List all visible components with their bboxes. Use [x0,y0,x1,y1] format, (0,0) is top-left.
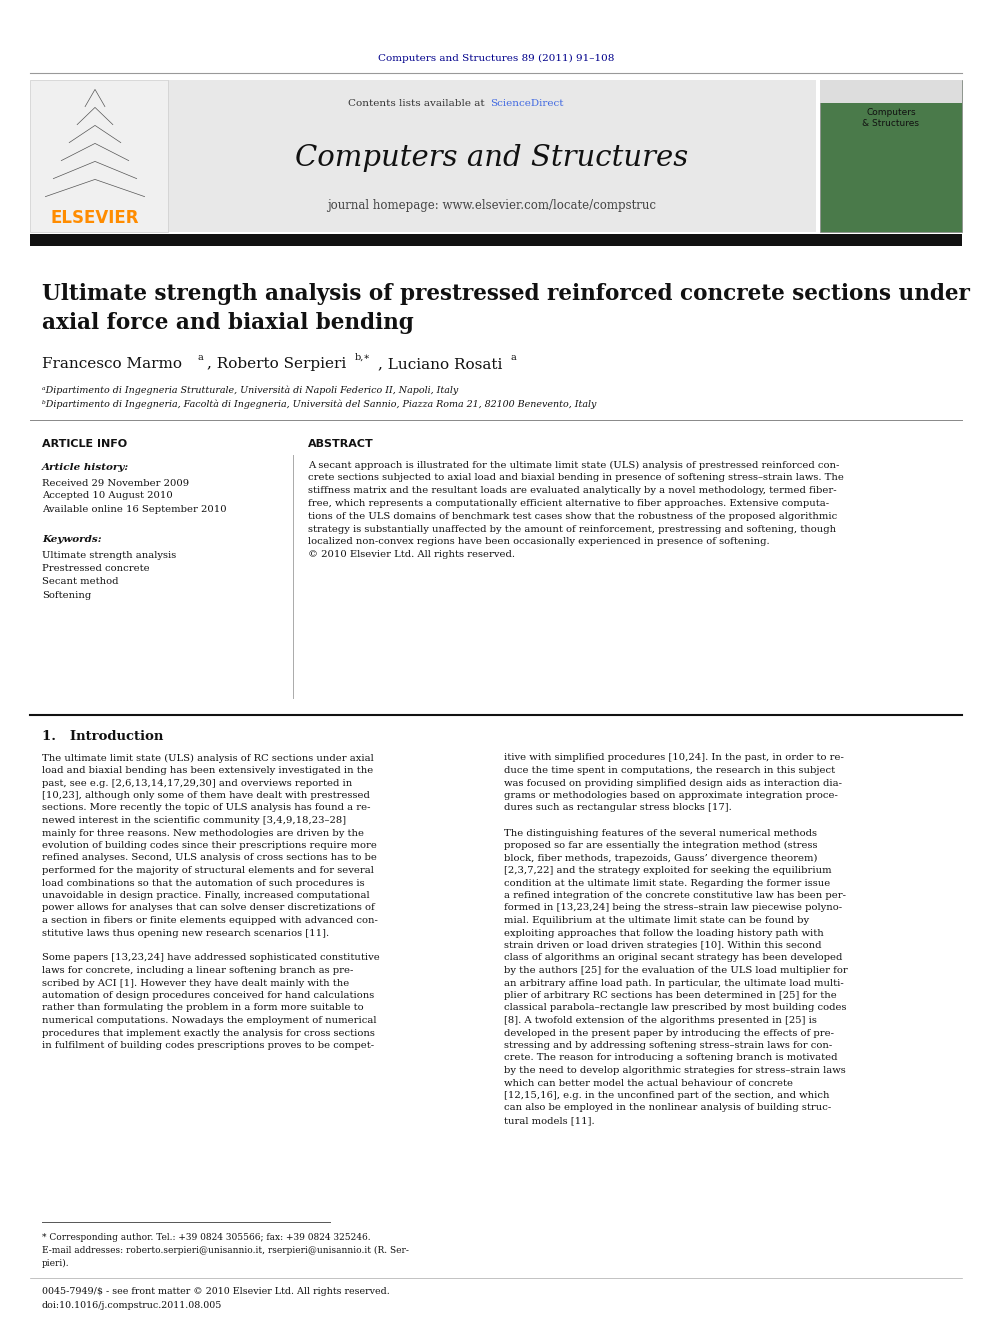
Text: load combinations so that the automation of such procedures is: load combinations so that the automation… [42,878,365,888]
Text: ScienceDirect: ScienceDirect [490,98,563,107]
Text: numerical computations. Nowadays the employment of numerical: numerical computations. Nowadays the emp… [42,1016,377,1025]
Text: [10,23], although only some of them have dealt with prestressed: [10,23], although only some of them have… [42,791,370,800]
Bar [30,79,168,232]
Text: The ultimate limit state (ULS) analysis of RC sections under axial: The ultimate limit state (ULS) analysis … [42,753,374,762]
Text: tions of the ULS domains of benchmark test cases show that the robustness of the: tions of the ULS domains of benchmark te… [308,512,837,521]
Text: Article history:: Article history: [42,463,129,472]
Text: Computers and Structures 89 (2011) 91–108: Computers and Structures 89 (2011) 91–10… [378,53,614,62]
Text: stiffness matrix and the resultant loads are evaluated analytically by a novel m: stiffness matrix and the resultant loads… [308,486,836,495]
Text: by the need to develop algorithmic strategies for stress–strain laws: by the need to develop algorithmic strat… [504,1066,846,1076]
Text: strategy is substantially unaffected by the amount of reinforcement, prestressin: strategy is substantially unaffected by … [308,524,836,533]
Text: Ultimate strength analysis of prestressed reinforced concrete sections under: Ultimate strength analysis of prestresse… [42,283,970,306]
Text: by the authors [25] for the evaluation of the ULS load multiplier for: by the authors [25] for the evaluation o… [504,966,848,975]
Text: crete sections subjected to axial load and biaxial bending in presence of soften: crete sections subjected to axial load a… [308,474,844,483]
Text: rather than formulating the problem in a form more suitable to: rather than formulating the problem in a… [42,1004,364,1012]
Text: plier of arbitrary RC sections has been determined in [25] for the: plier of arbitrary RC sections has been … [504,991,836,1000]
Text: sections. More recently the topic of ULS analysis has found a re-: sections. More recently the topic of ULS… [42,803,370,812]
Text: past, see e.g. [2,6,13,14,17,29,30] and overviews reported in: past, see e.g. [2,6,13,14,17,29,30] and … [42,778,352,787]
Text: A secant approach is illustrated for the ultimate limit state (ULS) analysis of : A secant approach is illustrated for the… [308,460,839,470]
Text: Francesco Marmo: Francesco Marmo [42,357,182,370]
Text: itive with simplified procedures [10,24]. In the past, in order to re-: itive with simplified procedures [10,24]… [504,754,844,762]
Text: [12,15,16], e.g. in the unconfined part of the section, and which: [12,15,16], e.g. in the unconfined part … [504,1091,829,1099]
Text: which can better model the actual behaviour of concrete: which can better model the actual behavi… [504,1078,793,1088]
Text: evolution of building codes since their prescriptions require more: evolution of building codes since their … [42,841,377,849]
Text: was focused on providing simplified design aids as interaction dia-: was focused on providing simplified desi… [504,778,842,787]
Text: journal homepage: www.elsevier.com/locate/compstruc: journal homepage: www.elsevier.com/locat… [327,198,657,212]
Text: stitutive laws thus opening new research scenarios [11].: stitutive laws thus opening new research… [42,929,329,938]
Text: can also be employed in the nonlinear analysis of building struc-: can also be employed in the nonlinear an… [504,1103,831,1113]
Text: stressing and by addressing softening stress–strain laws for con-: stressing and by addressing softening st… [504,1041,832,1050]
Text: load and biaxial bending has been extensively investigated in the: load and biaxial bending has been extens… [42,766,373,775]
Text: block, fiber methods, trapezoids, Gauss’ divergence theorem): block, fiber methods, trapezoids, Gauss’… [504,853,817,863]
Text: b,∗: b,∗ [355,353,371,363]
Text: pieri).: pieri). [42,1258,69,1267]
Text: scribed by ACI [1]. However they have dealt mainly with the: scribed by ACI [1]. However they have de… [42,979,349,987]
Text: unavoidable in design practice. Finally, increased computational: unavoidable in design practice. Finally,… [42,890,370,900]
Text: mial. Equilibrium at the ultimate limit state can be found by: mial. Equilibrium at the ultimate limit … [504,916,809,925]
Text: 1.   Introduction: 1. Introduction [42,729,164,742]
Text: a: a [510,353,516,363]
Text: laws for concrete, including a linear softening branch as pre-: laws for concrete, including a linear so… [42,966,353,975]
Text: E-mail addresses: roberto.serpieri@unisannio.it, rserpieri@unisannio.it (R. Ser-: E-mail addresses: roberto.serpieri@unisa… [42,1245,409,1254]
Text: in fulfilment of building codes prescriptions proves to be compet-: in fulfilment of building codes prescrip… [42,1041,374,1050]
Text: [8]. A twofold extension of the algorithms presented in [25] is: [8]. A twofold extension of the algorith… [504,1016,816,1025]
Text: Computers and Structures: Computers and Structures [296,144,688,172]
Text: procedures that implement exactly the analysis for cross sections: procedures that implement exactly the an… [42,1028,375,1037]
Text: a refined integration of the concrete constitutive law has been per-: a refined integration of the concrete co… [504,890,846,900]
Text: axial force and biaxial bending: axial force and biaxial bending [42,312,414,333]
Text: Some papers [13,23,24] have addressed sophisticated constitutive: Some papers [13,23,24] have addressed so… [42,954,380,963]
Text: tural models [11].: tural models [11]. [504,1117,594,1125]
Text: Secant method: Secant method [42,578,118,586]
Bar [820,79,962,232]
Text: newed interest in the scientific community [3,4,9,18,23–28]: newed interest in the scientific communi… [42,816,346,826]
Text: power allows for analyses that can solve denser discretizations of: power allows for analyses that can solve… [42,904,375,913]
Text: automation of design procedures conceived for hand calculations: automation of design procedures conceive… [42,991,374,1000]
Text: localized non-convex regions have been occasionally experienced in presence of s: localized non-convex regions have been o… [308,537,770,546]
Text: Accepted 10 August 2010: Accepted 10 August 2010 [42,492,173,500]
Text: The distinguishing features of the several numerical methods: The distinguishing features of the sever… [504,828,817,837]
Text: [2,3,7,22] and the strategy exploited for seeking the equilibrium: [2,3,7,22] and the strategy exploited fo… [504,867,831,875]
Text: Available online 16 September 2010: Available online 16 September 2010 [42,504,226,513]
Text: © 2010 Elsevier Ltd. All rights reserved.: © 2010 Elsevier Ltd. All rights reserved… [308,550,515,560]
Text: ᵇDipartimento di Ingegneria, Facoltà di Ingegneria, Università del Sannio, Piazz: ᵇDipartimento di Ingegneria, Facoltà di … [42,400,596,409]
Bar [820,79,962,103]
Text: Contents lists available at: Contents lists available at [348,98,488,107]
Text: performed for the majority of structural elements and for several: performed for the majority of structural… [42,867,374,875]
Bar [168,79,816,232]
Text: ARTICLE INFO: ARTICLE INFO [42,439,127,448]
Text: * Corresponding author. Tel.: +39 0824 305566; fax: +39 0824 325246.: * Corresponding author. Tel.: +39 0824 3… [42,1233,371,1241]
Text: Softening: Softening [42,591,91,601]
Text: dures such as rectangular stress blocks [17].: dures such as rectangular stress blocks … [504,803,732,812]
Text: developed in the present paper by introducing the effects of pre-: developed in the present paper by introd… [504,1028,834,1037]
Text: ABSTRACT: ABSTRACT [308,439,374,448]
Text: an arbitrary affine load path. In particular, the ultimate load multi-: an arbitrary affine load path. In partic… [504,979,844,987]
Text: grams or methodologies based on approximate integration proce-: grams or methodologies based on approxim… [504,791,838,800]
Text: duce the time spent in computations, the research in this subject: duce the time spent in computations, the… [504,766,835,775]
Text: free, which represents a computationally efficient alternative to fiber approach: free, which represents a computationally… [308,499,829,508]
Text: formed in [13,23,24] being the stress–strain law piecewise polyno-: formed in [13,23,24] being the stress–st… [504,904,842,913]
Text: a section in fibers or finite elements equipped with advanced con-: a section in fibers or finite elements e… [42,916,378,925]
Text: , Roberto Serpieri: , Roberto Serpieri [207,357,346,370]
Text: strain driven or load driven strategies [10]. Within this second: strain driven or load driven strategies … [504,941,821,950]
Text: Computers
& Structures: Computers & Structures [862,108,920,128]
Text: Received 29 November 2009: Received 29 November 2009 [42,479,189,487]
Text: , Luciano Rosati: , Luciano Rosati [378,357,502,370]
Text: mainly for three reasons. New methodologies are driven by the: mainly for three reasons. New methodolog… [42,828,364,837]
Text: crete. The reason for introducing a softening branch is motivated: crete. The reason for introducing a soft… [504,1053,837,1062]
Text: a: a [198,353,203,363]
Text: exploiting approaches that follow the loading history path with: exploiting approaches that follow the lo… [504,929,823,938]
Text: refined analyses. Second, ULS analysis of cross sections has to be: refined analyses. Second, ULS analysis o… [42,853,377,863]
Text: class of algorithms an original secant strategy has been developed: class of algorithms an original secant s… [504,954,842,963]
Text: condition at the ultimate limit state. Regarding the former issue: condition at the ultimate limit state. R… [504,878,830,888]
Text: Prestressed concrete: Prestressed concrete [42,564,150,573]
Text: proposed so far are essentially the integration method (stress: proposed so far are essentially the inte… [504,841,817,851]
Text: doi:10.1016/j.compstruc.2011.08.005: doi:10.1016/j.compstruc.2011.08.005 [42,1302,222,1311]
Text: ELSEVIER: ELSEVIER [51,209,139,228]
Text: 0045-7949/$ - see front matter © 2010 Elsevier Ltd. All rights reserved.: 0045-7949/$ - see front matter © 2010 El… [42,1287,390,1297]
Text: classical parabola–rectangle law prescribed by most building codes: classical parabola–rectangle law prescri… [504,1004,846,1012]
Text: Keywords:: Keywords: [42,536,101,545]
Bar [30,234,962,246]
Text: ᵃDipartimento di Ingegneria Strutturale, Università di Napoli Federico II, Napol: ᵃDipartimento di Ingegneria Strutturale,… [42,385,458,394]
Text: Ultimate strength analysis: Ultimate strength analysis [42,550,177,560]
